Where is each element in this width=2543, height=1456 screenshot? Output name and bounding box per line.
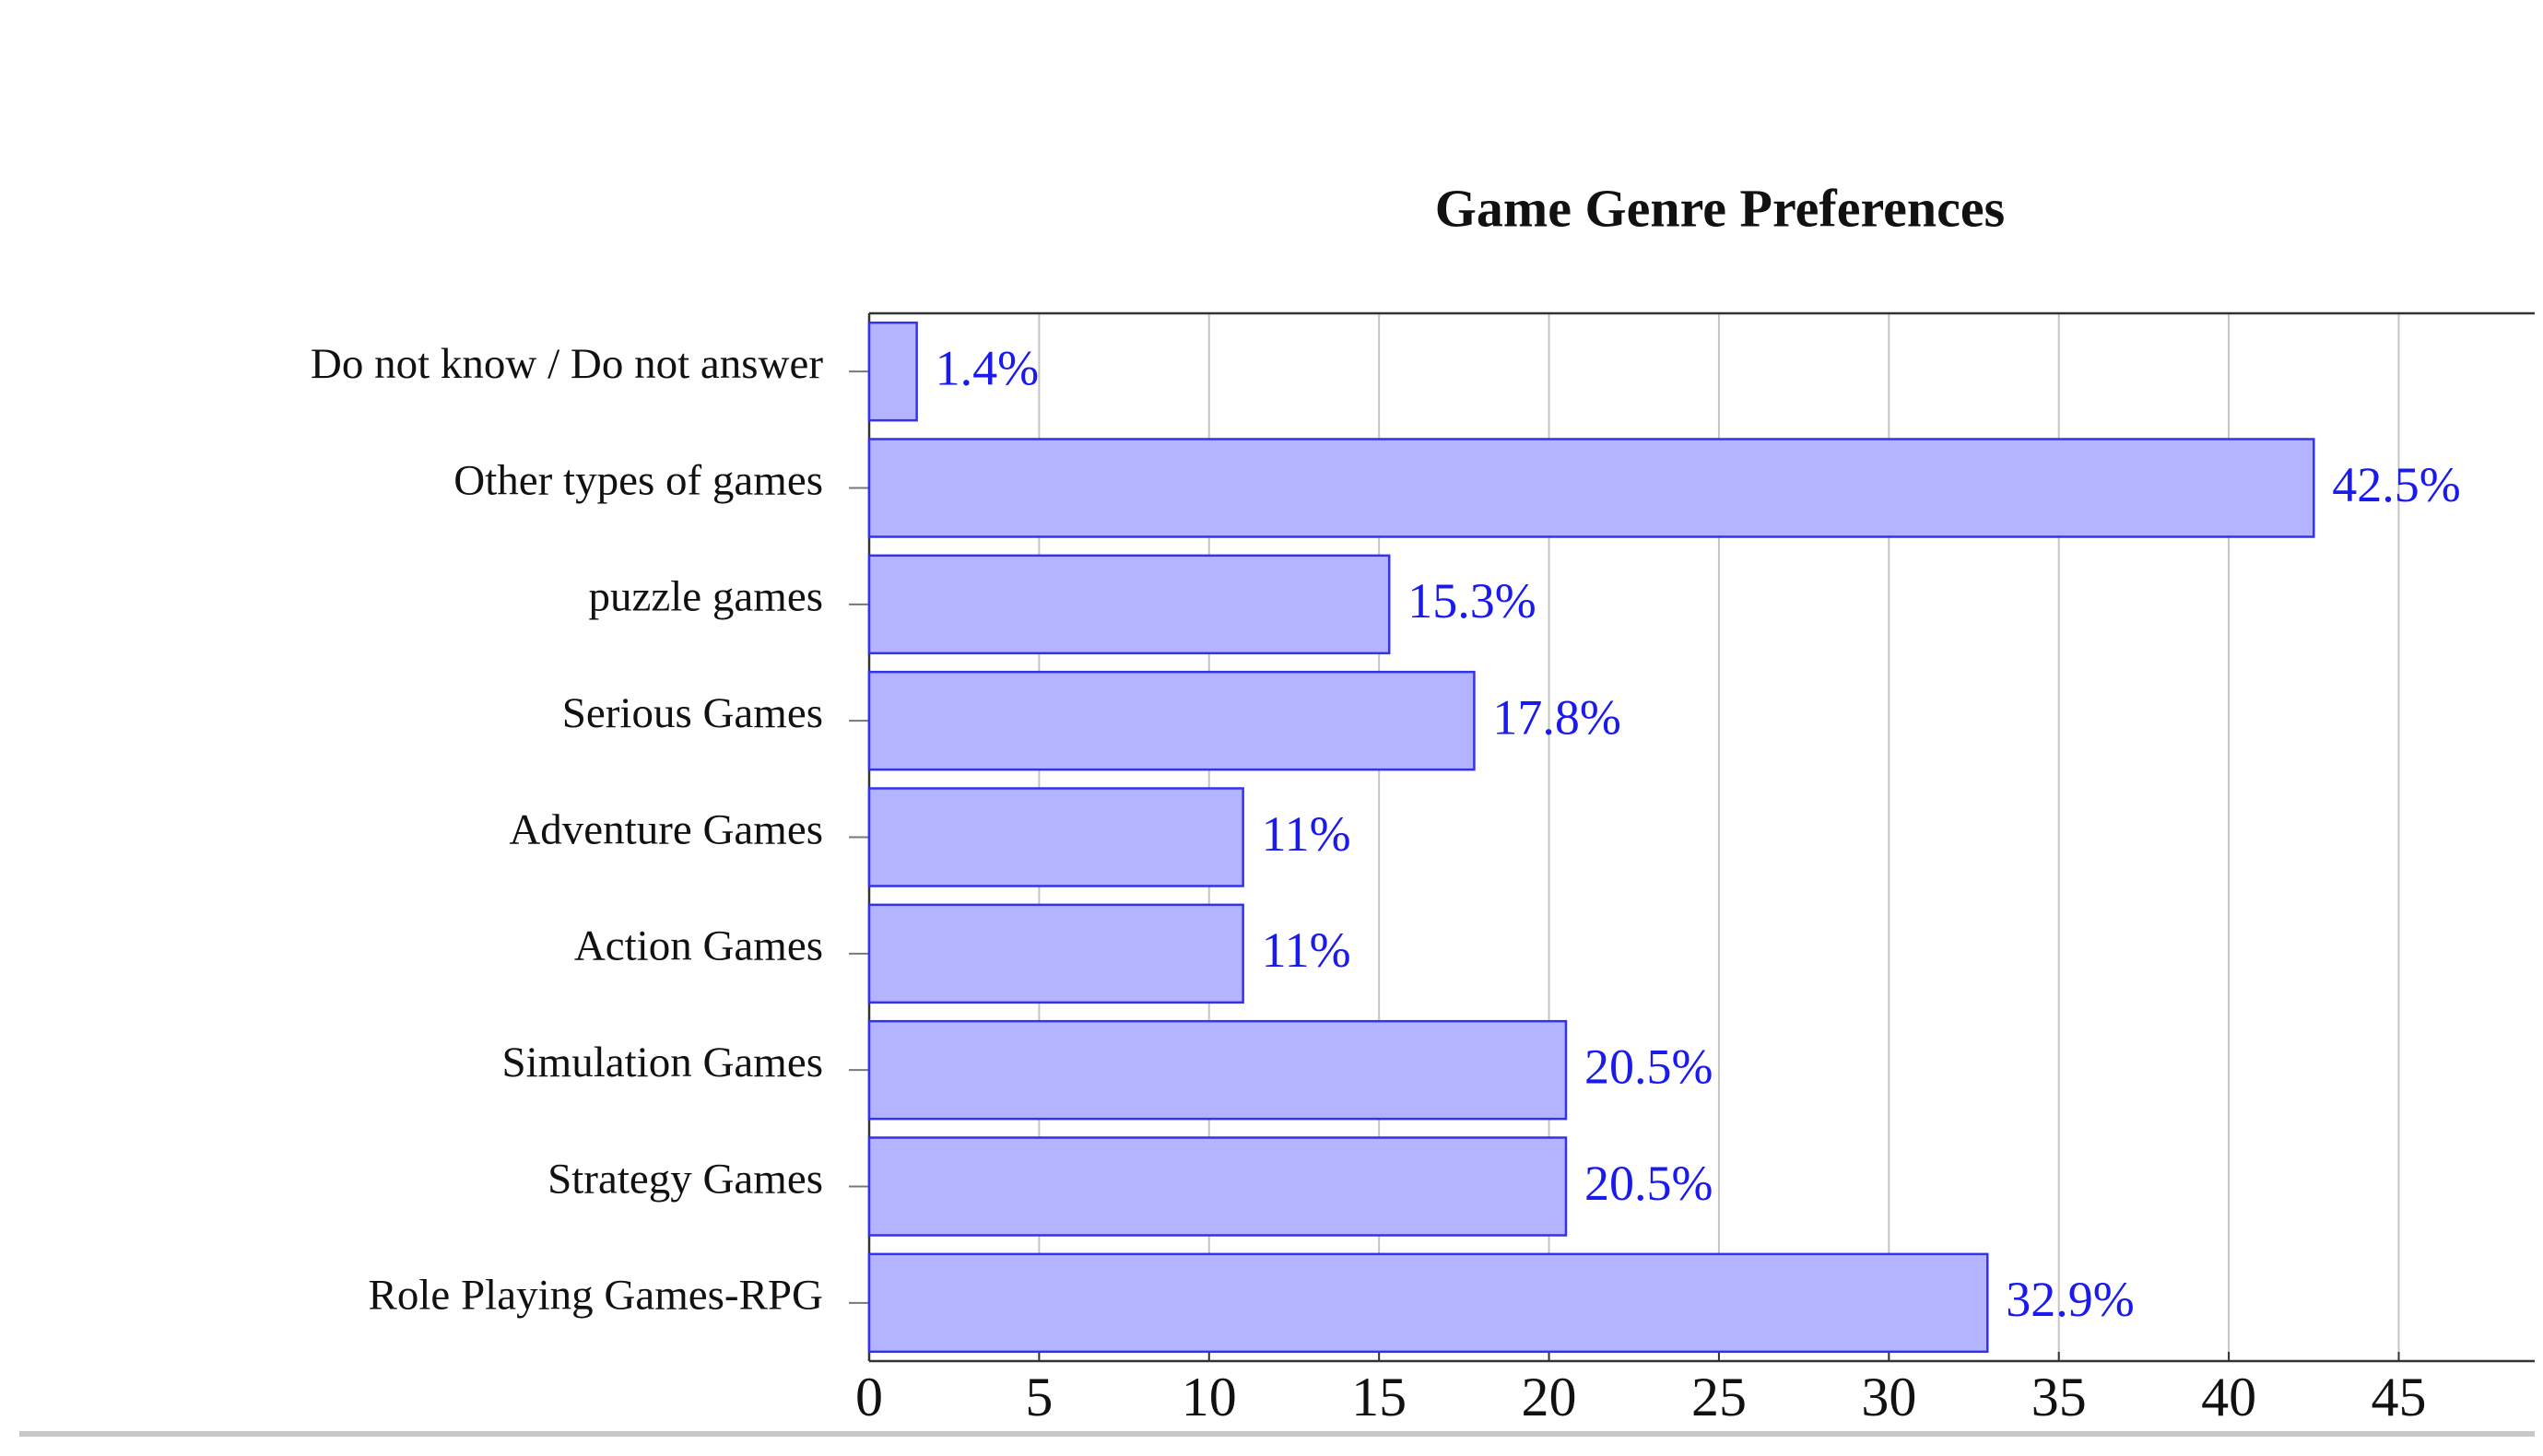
x-tick-label: 15: [1351, 1367, 1407, 1427]
value-label: 42.5%: [2332, 457, 2460, 512]
y-tick-label: Simulation Games: [501, 1039, 823, 1086]
y-tick-label: Action Games: [574, 922, 823, 970]
x-tick-label: 0: [855, 1367, 883, 1427]
chart-title: Game Genre Preferences: [1435, 178, 2005, 238]
x-tick-label: 40: [2201, 1367, 2256, 1427]
x-tick-label: 5: [1025, 1367, 1053, 1427]
x-tick-label: 30: [1861, 1367, 1916, 1427]
bar: [867, 554, 1391, 655]
value-label: 11%: [1262, 806, 1351, 862]
bar: [867, 903, 1244, 1004]
value-label: 1.4%: [936, 341, 1039, 396]
y-tick-label: Strategy Games: [547, 1155, 823, 1203]
x-tick-label: 10: [1182, 1367, 1237, 1427]
value-label: 15.3%: [1407, 573, 1536, 628]
bar: [867, 1136, 1568, 1237]
bar: [867, 321, 918, 422]
bar: [867, 670, 1476, 771]
bar: [867, 1252, 1989, 1354]
value-label: 17.8%: [1492, 690, 1620, 746]
y-tick-label: puzzle games: [589, 573, 823, 621]
bar: [867, 438, 2315, 538]
x-tick-label: 45: [2371, 1367, 2426, 1427]
y-tick-label: Other types of games: [453, 456, 823, 504]
x-tick-label: 35: [2031, 1367, 2087, 1427]
y-tick-label: Do not know / Do not answer: [311, 340, 823, 388]
value-label: 32.9%: [2006, 1272, 2134, 1327]
bar: [867, 787, 1244, 887]
bar: [867, 1019, 1568, 1121]
x-tick-label: 20: [1522, 1367, 1577, 1427]
x-tick-label: 25: [1691, 1367, 1747, 1427]
y-tick-label: Role Playing Games-RPG: [369, 1272, 823, 1320]
value-label: 11%: [1262, 922, 1351, 978]
value-label: 20.5%: [1584, 1156, 1713, 1211]
y-tick-label: Serious Games: [562, 689, 823, 737]
value-label: 20.5%: [1584, 1039, 1713, 1095]
y-tick-label: Adventure Games: [509, 805, 823, 853]
